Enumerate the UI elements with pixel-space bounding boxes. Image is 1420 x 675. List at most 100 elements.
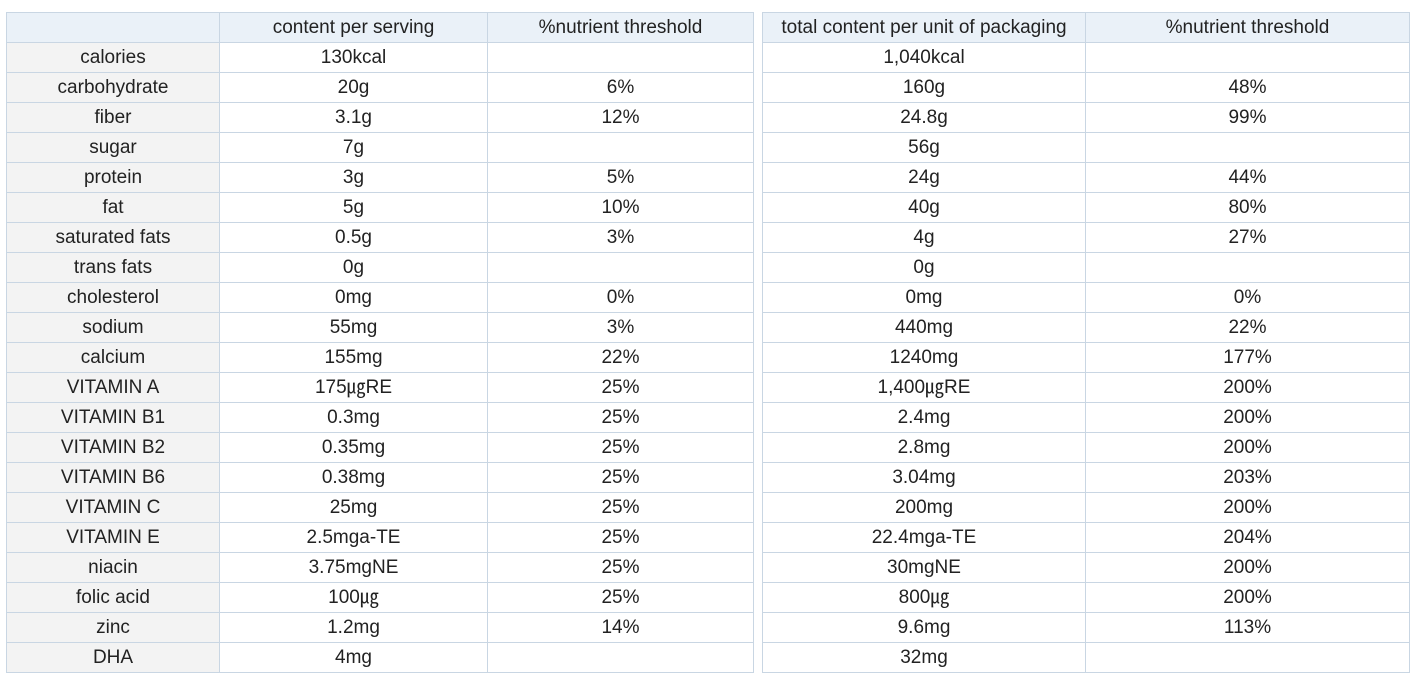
- header-content-per-serving: content per serving: [219, 12, 488, 43]
- corner-header-cell: [6, 12, 220, 43]
- column-gap: [753, 522, 763, 553]
- table-row: VITAMIN A 175㎍RE 25% 1,400㎍RE 200%: [6, 372, 1410, 403]
- row-label: fat: [6, 192, 220, 223]
- table-cell: 3g: [219, 162, 488, 193]
- row-label: niacin: [6, 552, 220, 583]
- table-cell: 4mg: [219, 642, 488, 673]
- column-gap: [753, 342, 763, 373]
- table-row: trans fats 0g 0g: [6, 252, 1410, 283]
- table-cell: 99%: [1085, 102, 1410, 133]
- row-label: carbohydrate: [6, 72, 220, 103]
- table-cell: 25%: [487, 372, 754, 403]
- table-cell: 440mg: [762, 312, 1086, 343]
- table-cell: 2.8mg: [762, 432, 1086, 463]
- table-cell: 200%: [1085, 372, 1410, 403]
- table-row: sugar 7g 56g: [6, 132, 1410, 163]
- table-cell: 25%: [487, 552, 754, 583]
- column-gap: [753, 222, 763, 253]
- header-total-content-per-package: total content per unit of packaging: [762, 12, 1086, 43]
- table-cell: [1085, 642, 1410, 673]
- column-gap: [753, 432, 763, 463]
- table-cell: [1085, 42, 1410, 73]
- row-label: VITAMIN A: [6, 372, 220, 403]
- column-gap: [753, 552, 763, 583]
- table-cell: 30mgNE: [762, 552, 1086, 583]
- row-label: saturated fats: [6, 222, 220, 253]
- table-cell: 0%: [1085, 282, 1410, 313]
- table-cell: 0.3mg: [219, 402, 488, 433]
- table-cell: 14%: [487, 612, 754, 643]
- table-cell: 4g: [762, 222, 1086, 253]
- table-cell: 100㎍: [219, 582, 488, 613]
- table-row: calcium 155mg 22% 1240mg 177%: [6, 342, 1410, 373]
- row-label: VITAMIN B2: [6, 432, 220, 463]
- table-cell: 0mg: [762, 282, 1086, 313]
- table-cell: 27%: [1085, 222, 1410, 253]
- table-cell: 25%: [487, 522, 754, 553]
- table-row: VITAMIN B6 0.38mg 25% 3.04mg 203%: [6, 462, 1410, 493]
- table-row: fiber 3.1g 12% 24.8g 99%: [6, 102, 1410, 133]
- header-nutrient-threshold-serving: %nutrient threshold: [487, 12, 754, 43]
- table-row: VITAMIN C 25mg 25% 200mg 200%: [6, 492, 1410, 523]
- table-cell: 24g: [762, 162, 1086, 193]
- table-cell: 25%: [487, 582, 754, 613]
- row-label: calcium: [6, 342, 220, 373]
- table-cell: 0g: [219, 252, 488, 283]
- column-gap: [753, 252, 763, 283]
- table-row: cholesterol 0mg 0% 0mg 0%: [6, 282, 1410, 313]
- table-cell: 56g: [762, 132, 1086, 163]
- table-row: calories 130kcal 1,040kcal: [6, 42, 1410, 73]
- row-label: cholesterol: [6, 282, 220, 313]
- column-gap: [753, 312, 763, 343]
- table-cell: 10%: [487, 192, 754, 223]
- row-label: calories: [6, 42, 220, 73]
- row-label: VITAMIN E: [6, 522, 220, 553]
- row-label: fiber: [6, 102, 220, 133]
- table-cell: 175㎍RE: [219, 372, 488, 403]
- column-gap: [753, 372, 763, 403]
- table-row: VITAMIN B2 0.35mg 25% 2.8mg 200%: [6, 432, 1410, 463]
- row-label: folic acid: [6, 582, 220, 613]
- table-row: DHA 4mg 32mg: [6, 642, 1410, 673]
- table-cell: 22%: [487, 342, 754, 373]
- row-label: zinc: [6, 612, 220, 643]
- row-label: VITAMIN B1: [6, 402, 220, 433]
- table-cell: 20g: [219, 72, 488, 103]
- column-gap: [753, 582, 763, 613]
- table-cell: 200%: [1085, 492, 1410, 523]
- table-cell: 160g: [762, 72, 1086, 103]
- table-cell: 2.4mg: [762, 402, 1086, 433]
- table-cell: 2.5mga-TE: [219, 522, 488, 553]
- table-cell: 3.04mg: [762, 462, 1086, 493]
- table-cell: 200mg: [762, 492, 1086, 523]
- row-label: DHA: [6, 642, 220, 673]
- column-gap: [753, 162, 763, 193]
- row-label: trans fats: [6, 252, 220, 283]
- nutrition-table-container: content per serving %nutrient threshold to…: [6, 12, 1410, 673]
- column-gap: [753, 192, 763, 223]
- row-label: VITAMIN C: [6, 492, 220, 523]
- table-cell: [1085, 132, 1410, 163]
- column-gap: [753, 282, 763, 313]
- table-cell: 25%: [487, 492, 754, 523]
- table-cell: 0%: [487, 282, 754, 313]
- row-label: sodium: [6, 312, 220, 343]
- table-row: niacin 3.75mgNE 25% 30mgNE 200%: [6, 552, 1410, 583]
- table-cell: 32mg: [762, 642, 1086, 673]
- table-cell: 155mg: [219, 342, 488, 373]
- table-cell: 25%: [487, 402, 754, 433]
- table-row: VITAMIN E 2.5mga-TE 25% 22.4mga-TE 204%: [6, 522, 1410, 553]
- row-label: VITAMIN B6: [6, 462, 220, 493]
- column-gap: [753, 42, 763, 73]
- table-cell: 3%: [487, 222, 754, 253]
- table-cell: 0.38mg: [219, 462, 488, 493]
- table-cell: 25mg: [219, 492, 488, 523]
- column-gap: [753, 132, 763, 163]
- column-gap: [753, 102, 763, 133]
- table-cell: 113%: [1085, 612, 1410, 643]
- table-cell: 55mg: [219, 312, 488, 343]
- table-cell: 1.2mg: [219, 612, 488, 643]
- table-cell: 204%: [1085, 522, 1410, 553]
- table-cell: 1,400㎍RE: [762, 372, 1086, 403]
- row-label: sugar: [6, 132, 220, 163]
